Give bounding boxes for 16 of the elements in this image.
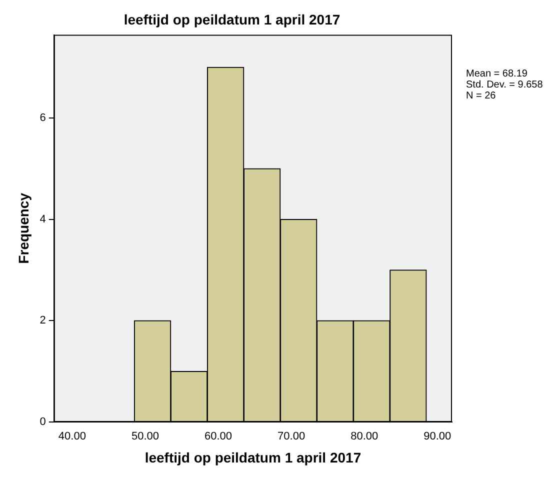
x-tick-label: 50.00 [131,430,159,443]
y-tick-label: 6 [40,112,46,124]
y-axis-title: Frequency [15,192,32,264]
x-tick-label: 70.00 [278,430,306,443]
x-tick-label: 80.00 [350,430,378,443]
chart-title: leeftijd op peildatum 1 april 2017 [124,11,340,28]
text: Mean = 68.19 [466,68,528,80]
y-tick-label: 4 [40,213,46,226]
y-tick-label: 2 [40,314,46,327]
x-tick-label: 60.00 [204,430,232,443]
text: N = 26 [466,90,496,102]
x-tick-label: 90.00 [424,430,452,443]
text: Std. Dev. = 9.658 [466,80,544,91]
x-axis-title: leeftijd op peildatum 1 april 2017 [144,449,362,466]
y-tick-label: 0 [40,416,46,428]
x-tick-label: 40.00 [58,430,86,443]
